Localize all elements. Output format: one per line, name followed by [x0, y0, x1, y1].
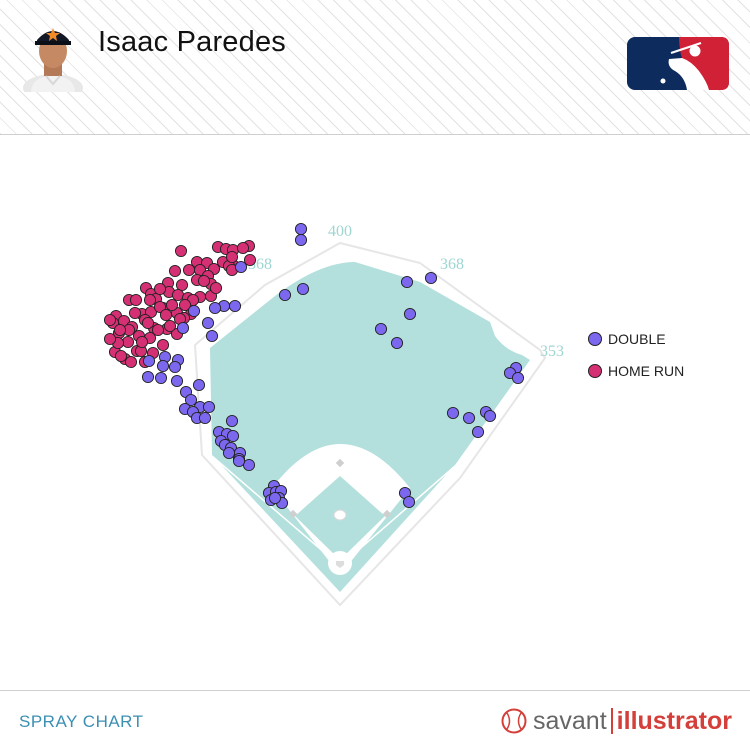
player-headshot — [22, 18, 84, 92]
distance-label-rcf: 368 — [440, 256, 464, 273]
point-double — [268, 491, 282, 505]
point-home-run — [141, 316, 155, 330]
point-home-run — [243, 253, 257, 267]
chart-legend: DOUBLE HOME RUN — [588, 325, 684, 389]
point-double — [205, 329, 219, 343]
point-home-run — [153, 282, 167, 296]
home-plate — [336, 561, 344, 568]
legend-item-home-run: HOME RUN — [588, 353, 684, 389]
spray-chart: 368 400 368 353 DOUBLE HOME RUN — [0, 135, 750, 690]
point-double — [294, 233, 308, 247]
ballpark-field — [193, 241, 547, 607]
point-double — [400, 275, 414, 289]
point-double — [296, 282, 310, 296]
second-base — [335, 458, 345, 468]
mlb-logo-icon — [627, 37, 729, 90]
point-home-run — [153, 300, 167, 314]
point-double — [424, 271, 438, 285]
point-home-run — [182, 263, 196, 277]
point-double — [294, 222, 308, 236]
point-double — [390, 336, 404, 350]
point-double — [201, 316, 215, 330]
point-double — [228, 299, 242, 313]
point-home-run — [113, 323, 127, 337]
point-home-run — [178, 298, 192, 312]
point-double — [483, 409, 497, 423]
point-double — [446, 406, 460, 420]
point-double — [222, 446, 236, 460]
header-banner: Isaac Paredes — [0, 0, 750, 135]
point-home-run — [209, 281, 223, 295]
point-home-run — [225, 250, 239, 264]
point-double — [402, 495, 416, 509]
point-double — [156, 359, 170, 373]
footer-bar: SPRAY CHART savant illustrator — [0, 690, 750, 751]
point-home-run — [197, 274, 211, 288]
point-double — [234, 260, 248, 274]
point-home-run — [174, 244, 188, 258]
third-base — [288, 509, 298, 519]
point-home-run — [156, 338, 170, 352]
point-double — [187, 304, 201, 318]
point-home-run — [159, 308, 173, 322]
point-home-run — [143, 293, 157, 307]
point-home-run — [175, 278, 189, 292]
chart-type-label: SPRAY CHART — [19, 712, 144, 731]
point-home-run — [165, 298, 179, 312]
point-double — [226, 429, 240, 443]
point-home-run — [103, 332, 117, 346]
point-double — [471, 425, 485, 439]
point-double — [242, 458, 256, 472]
point-double — [141, 370, 155, 384]
point-home-run — [128, 306, 142, 320]
point-home-run — [103, 313, 117, 327]
point-double — [154, 371, 168, 385]
distance-label-rf: 353 — [540, 343, 564, 360]
point-double — [198, 411, 212, 425]
point-double — [462, 411, 476, 425]
point-double — [202, 400, 216, 414]
brand-savant-text: savant — [533, 706, 607, 735]
point-double — [374, 322, 388, 336]
point-double — [170, 374, 184, 388]
point-double — [225, 414, 239, 428]
baseball-icon — [501, 708, 527, 734]
point-double — [232, 454, 246, 468]
first-base — [382, 509, 392, 519]
point-double — [403, 307, 417, 321]
point-home-run — [124, 355, 138, 369]
point-home-run — [135, 335, 149, 349]
legend-swatch-home-run — [588, 364, 602, 378]
legend-item-double: DOUBLE — [588, 321, 684, 357]
point-home-run — [114, 349, 128, 363]
savant-illustrator-logo: savant illustrator — [501, 703, 732, 739]
legend-swatch-double — [588, 332, 602, 346]
point-double — [278, 288, 292, 302]
legend-label-double: DOUBLE — [608, 331, 666, 347]
point-home-run — [129, 293, 143, 307]
point-home-run — [236, 241, 250, 255]
point-home-run — [171, 288, 185, 302]
player-name: Isaac Paredes — [98, 26, 286, 58]
distance-label-cf: 400 — [328, 223, 352, 240]
pitchers-mound — [333, 509, 347, 521]
batted-ball-points — [103, 222, 525, 510]
point-double — [192, 378, 206, 392]
brand-illustrator-text: illustrator — [616, 706, 732, 735]
spray-chart-svg: 368 400 368 353 — [103, 222, 564, 607]
legend-label-home-run: HOME RUN — [608, 363, 685, 379]
point-home-run — [121, 335, 135, 349]
point-home-run — [168, 264, 182, 278]
brand-separator — [610, 708, 613, 734]
point-double — [176, 321, 190, 335]
point-home-run — [163, 319, 177, 333]
point-double — [168, 360, 182, 374]
point-home-run — [151, 323, 165, 337]
point-double — [208, 301, 222, 315]
point-double — [184, 393, 198, 407]
point-double — [511, 371, 525, 385]
point-double — [142, 354, 156, 368]
